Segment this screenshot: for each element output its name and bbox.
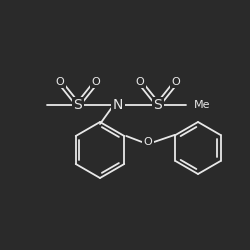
Text: N: N	[113, 98, 123, 112]
Text: O: O	[92, 77, 100, 87]
Text: S: S	[74, 98, 82, 112]
Text: S: S	[154, 98, 162, 112]
Text: O: O	[56, 77, 64, 87]
Text: O: O	[172, 77, 180, 87]
Text: Me: Me	[194, 100, 210, 110]
Text: O: O	[136, 77, 144, 87]
Text: O: O	[144, 137, 152, 147]
